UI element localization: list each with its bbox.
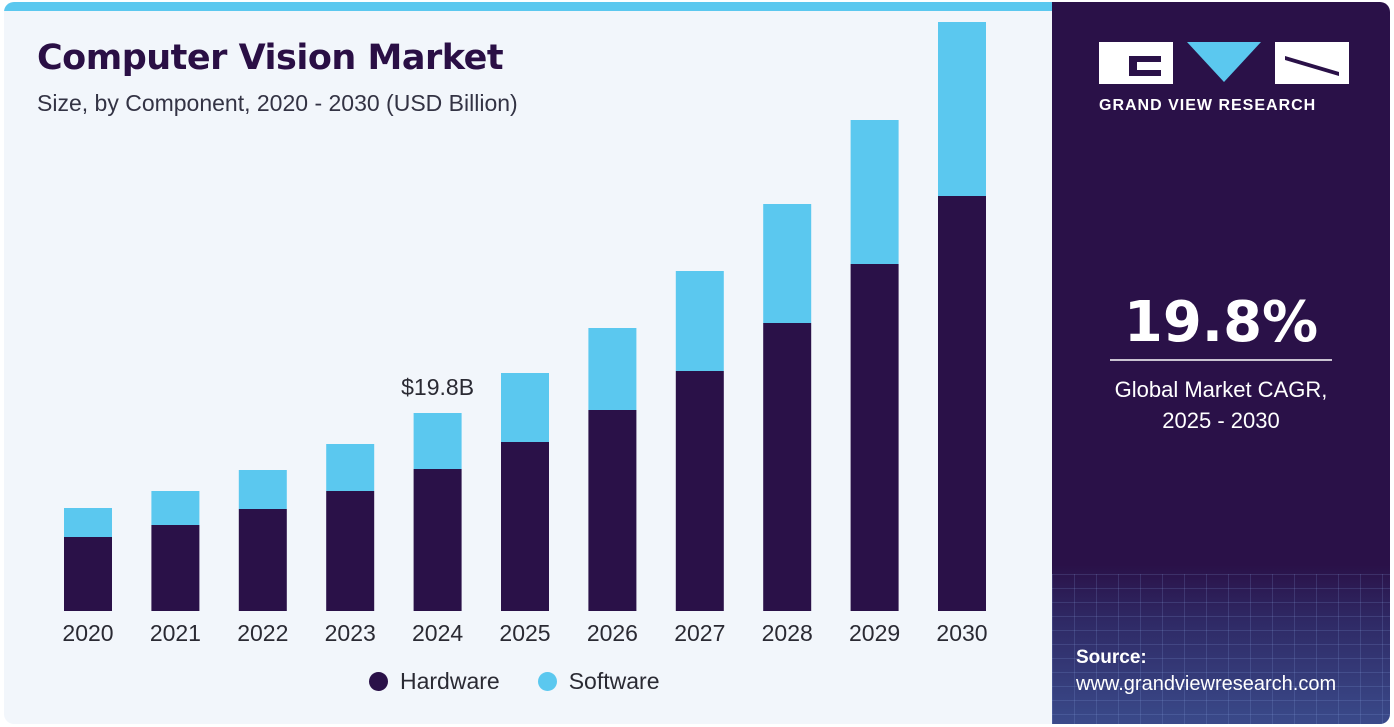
bar-software-2027 xyxy=(675,271,724,371)
side-panel: GRAND VIEW RESEARCH 19.8% Global Market … xyxy=(1052,2,1390,724)
cagr-label-line1: Global Market CAGR, xyxy=(1114,377,1328,402)
data-label-2024: $19.8B xyxy=(401,374,474,400)
bar-software-2023 xyxy=(326,444,375,491)
bar-software-2028 xyxy=(763,204,812,323)
bar-hardware-2028 xyxy=(763,323,812,611)
legend-label-software: Software xyxy=(568,668,660,694)
bar-hardware-2030 xyxy=(938,196,986,611)
bar-hardware-2025 xyxy=(501,442,549,611)
x-tick-label-2023: 2023 xyxy=(325,620,376,646)
x-tick-label-2029: 2029 xyxy=(849,620,900,646)
x-tick-label-2027: 2027 xyxy=(674,620,725,646)
chart-title: Computer Vision Market xyxy=(37,38,504,78)
bar-software-2030 xyxy=(938,22,986,196)
bar-hardware-2021 xyxy=(151,525,200,611)
legend-swatch-hardware xyxy=(369,672,388,691)
cagr-label-line2: 2025 - 2030 xyxy=(1162,408,1280,433)
gvr-logo-icon xyxy=(1099,42,1349,84)
bar-software-2026 xyxy=(588,328,637,410)
bar-software-2024 xyxy=(413,413,462,469)
bar-software-2021 xyxy=(151,491,200,525)
legend-item-hardware: Hardware xyxy=(369,668,500,695)
bar-software-2020 xyxy=(64,508,112,537)
source-label: Source: xyxy=(1076,647,1147,668)
x-tick-label-2024: 2024 xyxy=(412,620,463,646)
top-accent-stripe xyxy=(4,2,1052,11)
x-tick-label-2026: 2026 xyxy=(587,620,638,646)
x-tick-label-2025: 2025 xyxy=(499,620,550,646)
gvr-logo-text: GRAND VIEW RESEARCH xyxy=(1099,97,1317,114)
x-tick-label-2022: 2022 xyxy=(237,620,288,646)
cagr-value: 19.8% xyxy=(1123,290,1319,355)
bar-hardware-2029 xyxy=(850,264,899,611)
cagr-label: Global Market CAGR, 2025 - 2030 xyxy=(1052,374,1390,436)
legend-swatch-software xyxy=(537,672,557,691)
bar-hardware-2020 xyxy=(64,537,112,611)
bar-hardware-2022 xyxy=(238,509,287,611)
bar-hardware-2023 xyxy=(326,491,375,611)
bar-software-2022 xyxy=(238,470,287,509)
legend-item-software: Software xyxy=(537,668,660,695)
x-tick-label-2021: 2021 xyxy=(150,620,201,646)
decorative-grid xyxy=(1052,574,1390,724)
source-url[interactable]: www.grandviewresearch.com xyxy=(1076,673,1337,695)
cagr-divider xyxy=(1110,359,1332,361)
x-tick-label-2028: 2028 xyxy=(762,620,813,646)
chart-subtitle: Size, by Component, 2020 - 2030 (USD Bil… xyxy=(37,90,518,116)
bar-software-2029 xyxy=(850,120,899,264)
bar-hardware-2027 xyxy=(675,371,724,611)
bar-software-2025 xyxy=(501,373,549,442)
chart-card: Computer Vision Market Size, by Componen… xyxy=(4,2,1390,724)
bar-hardware-2026 xyxy=(588,410,637,611)
bar-chart: 2020 2021 2022 2023 2024 $19.8B 2025 2026 2027 20… xyxy=(62,22,988,646)
bar-hardware-2024 xyxy=(413,469,462,611)
chart-legend: Hardware Software xyxy=(369,668,697,695)
legend-label-hardware: Hardware xyxy=(400,668,500,694)
x-tick-label-2030: 2030 xyxy=(936,620,987,646)
x-tick-label-2020: 2020 xyxy=(62,620,113,646)
